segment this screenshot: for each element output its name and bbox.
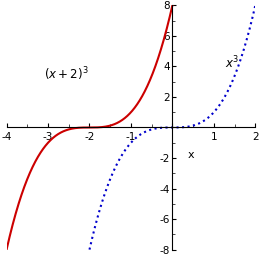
Text: $(x+2)^3$: $(x+2)^3$	[44, 65, 89, 83]
Text: $x^3$: $x^3$	[225, 55, 240, 72]
Text: x: x	[188, 150, 195, 160]
